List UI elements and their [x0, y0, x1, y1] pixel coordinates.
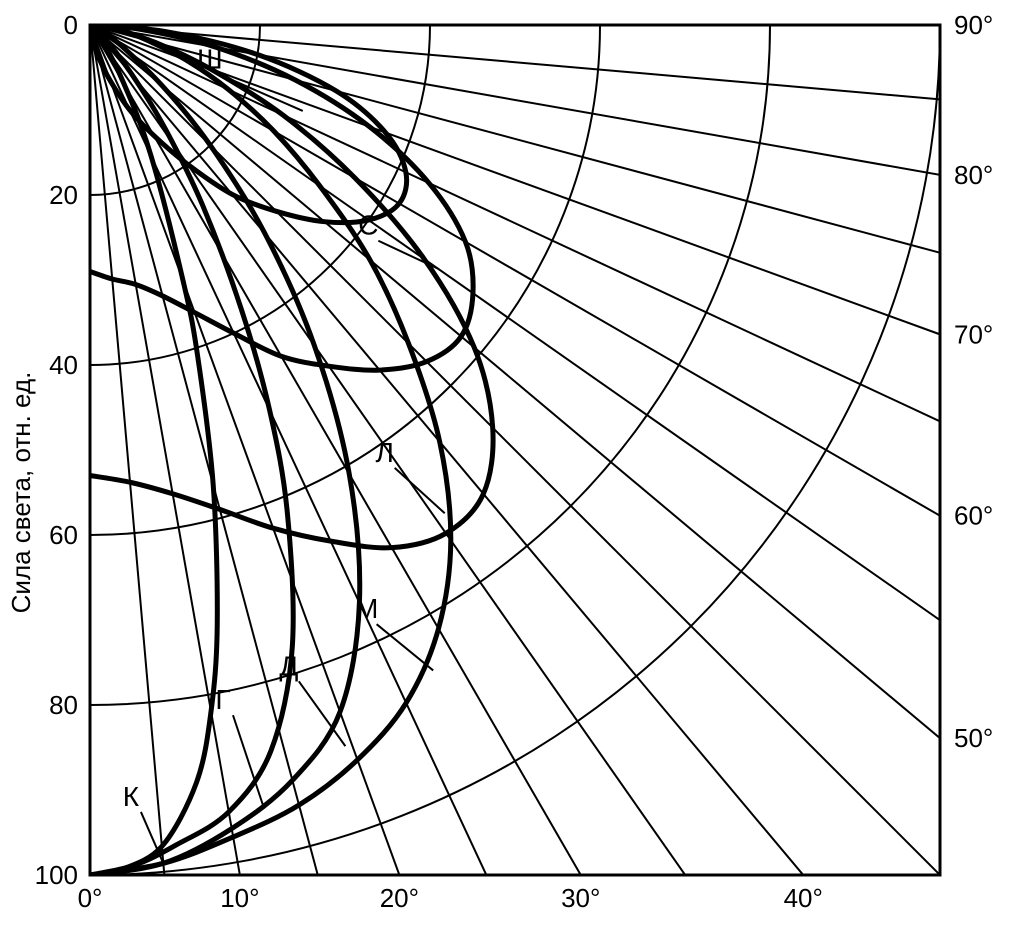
curve-label-С: С	[358, 210, 378, 241]
curve-label-М: М	[355, 593, 378, 624]
angle-tick-80: 80°	[954, 160, 993, 190]
x-tick-40: 40°	[784, 883, 823, 913]
curve-label-Г: Г	[215, 684, 230, 715]
x-tick-20: 20°	[380, 883, 419, 913]
y-tick-80: 80	[49, 690, 78, 720]
angle-tick-50: 50°	[954, 723, 993, 753]
angle-tick-70: 70°	[954, 319, 993, 349]
y-tick-100: 100	[35, 860, 78, 890]
curve-label-К: К	[123, 781, 140, 812]
y-tick-40: 40	[49, 350, 78, 380]
curve-label-Л: Л	[376, 437, 394, 468]
x-tick-30: 30°	[561, 883, 600, 913]
curve-label-Ш: Ш	[197, 44, 223, 75]
y-tick-0: 0	[64, 10, 78, 40]
y-axis-label: Сила света, отн. ед.	[6, 372, 36, 614]
y-tick-60: 60	[49, 520, 78, 550]
y-tick-20: 20	[49, 180, 78, 210]
x-tick-10: 10°	[220, 883, 259, 913]
curve-Д	[88, 24, 359, 875]
angle-tick-60: 60°	[954, 501, 993, 531]
curve-label-Д: Д	[279, 650, 298, 681]
curve-Г	[89, 24, 293, 875]
angle-tick-90: 90°	[954, 10, 993, 40]
x-tick-0: 0°	[78, 883, 103, 913]
polar-chart: К Г Д М Л С Ш 0 20 40 60 80 100 Сила света, отн. ед. 0…	[0, 0, 1017, 941]
